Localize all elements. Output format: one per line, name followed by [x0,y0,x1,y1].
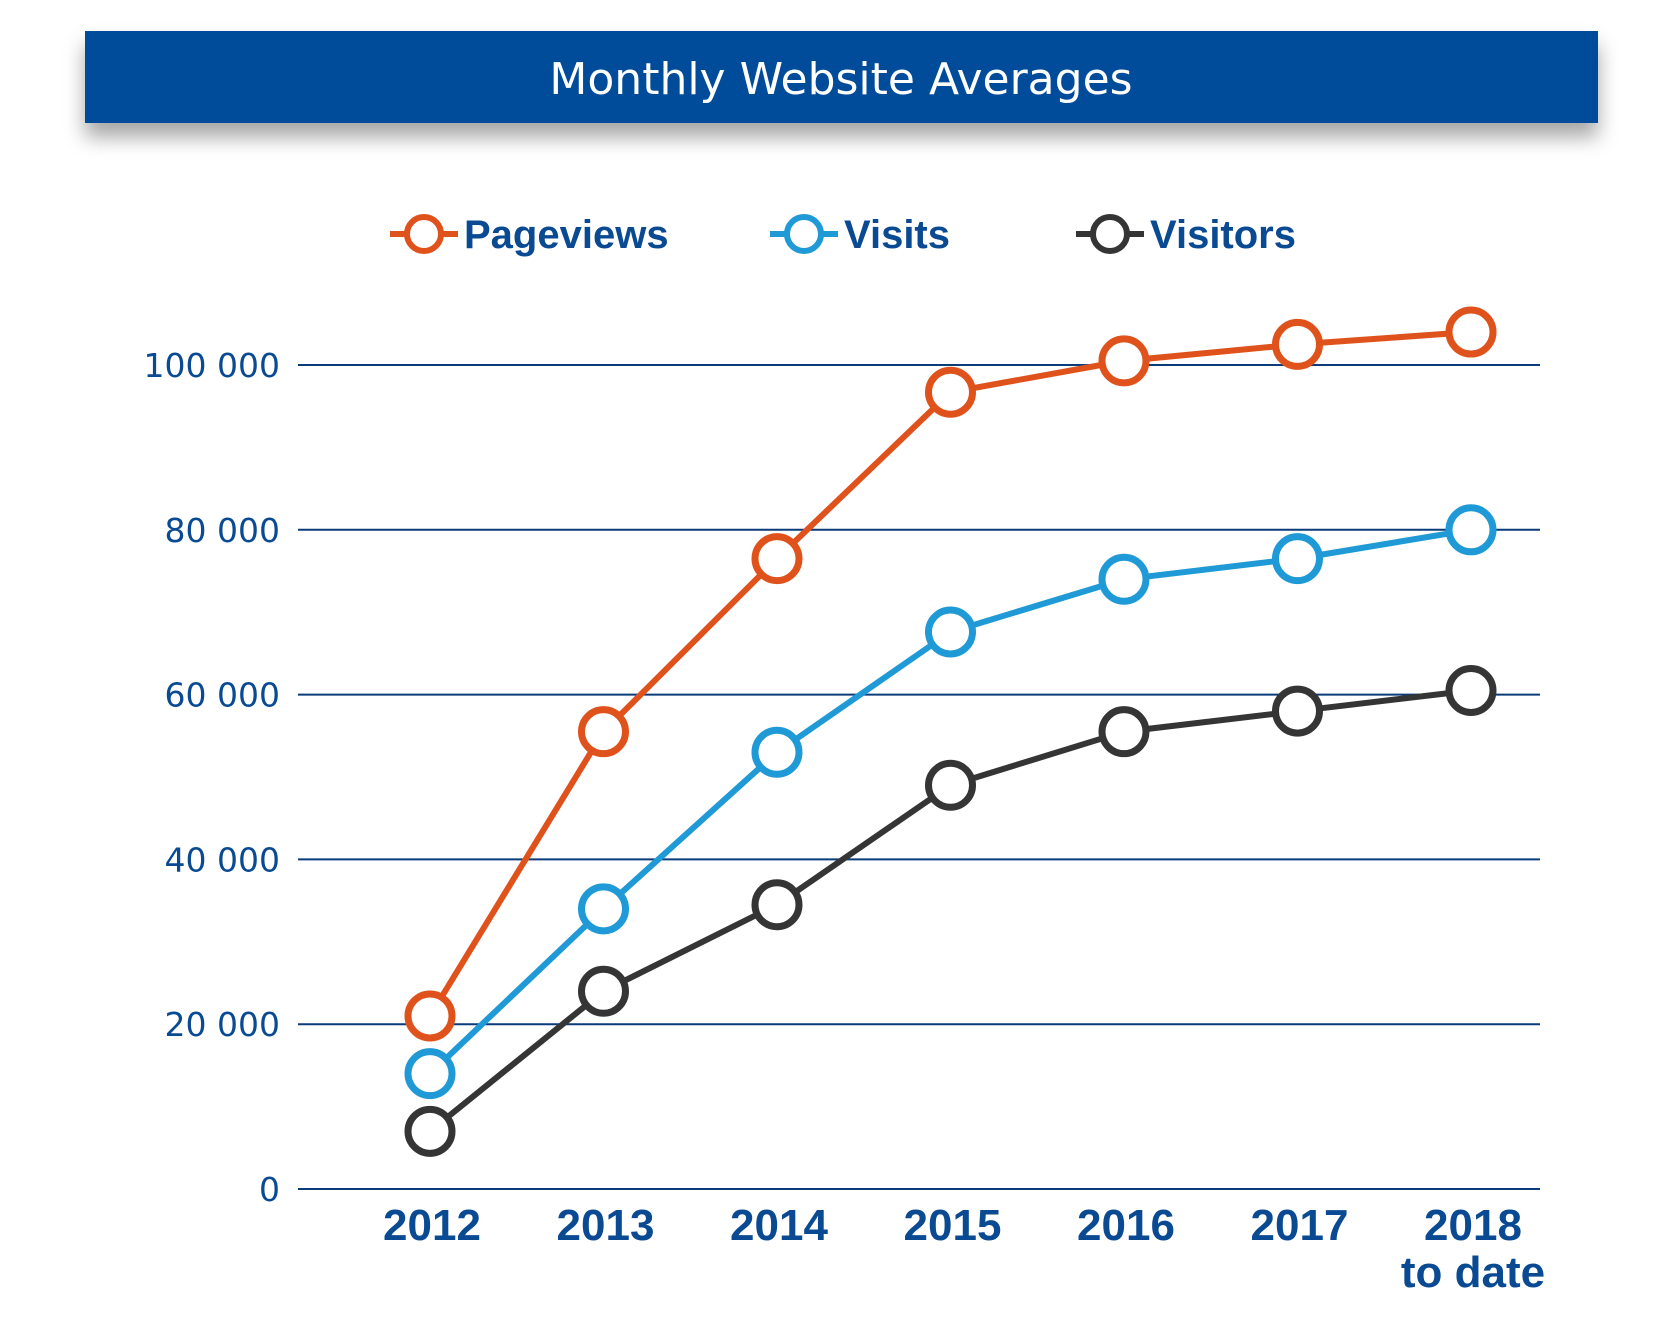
legend-item-pageviews: Pageviews [390,213,669,257]
visits-point [578,883,629,935]
y-tick-label: 40 000 [165,840,280,879]
x-tick-label: 2014 [730,1201,828,1250]
y-tick-label: 100 000 [144,346,280,385]
pageviews-point [925,366,976,418]
visitors-point [1098,706,1150,758]
visits-point [925,606,976,658]
visitors-point [578,965,629,1017]
legend-item-visitors: Visitors [1076,213,1296,257]
x-tick-sublabel: to date [1401,1248,1545,1297]
x-tick-label: 2015 [904,1201,1002,1250]
visits-point [404,1048,456,1100]
pageviews-point [751,533,803,585]
y-tick-label: 0 [259,1170,280,1209]
gridlines [298,364,1540,1190]
visitors-point [1445,664,1497,716]
x-tick-label: 2016 [1077,1201,1175,1250]
legend-label: Pageviews [464,213,669,257]
series-layer [404,306,1497,1157]
series-visits [404,504,1497,1100]
visitors-point [751,879,803,931]
pageviews-point [578,706,629,758]
visits-point [1445,504,1497,556]
legend-swatch-marker [1090,214,1130,254]
y-tick-label: 20 000 [165,1005,280,1044]
legend-label: Visits [844,213,950,257]
pageviews-point [404,990,456,1042]
title-banner: Monthly Website Averages [85,31,1598,123]
legend-swatch-marker [784,214,824,254]
visits-point [751,726,803,778]
y-tick-label: 60 000 [165,676,280,715]
legend-item-visits: Visits [770,213,950,257]
x-tick-label: 2017 [1251,1201,1349,1250]
x-tick-label: 2012 [383,1201,481,1250]
pageviews-point [1445,306,1497,358]
x-tick-label: 2018 [1424,1201,1522,1250]
legend-label: Visitors [1150,213,1296,257]
visitors-point [925,759,976,811]
visits-point [1098,553,1150,605]
legend: Pageviews Visits Visitors [390,213,1296,257]
chart-title: Monthly Website Averages [549,54,1132,105]
visits-point [1272,533,1323,585]
pageviews-point [1098,335,1150,387]
y-axis: 0 20 000 40 000 60 000 80 000 100 000 [144,346,280,1209]
y-tick-label: 80 000 [165,511,280,550]
series-pageviews [404,306,1497,1042]
legend-swatch-marker [404,214,444,254]
series-visitors [404,664,1497,1157]
visitors-point [404,1105,456,1157]
x-tick-label: 2013 [557,1201,655,1250]
title-banner-background [85,31,1598,123]
visitors-point [1272,685,1323,737]
pageviews-point [1272,318,1323,370]
